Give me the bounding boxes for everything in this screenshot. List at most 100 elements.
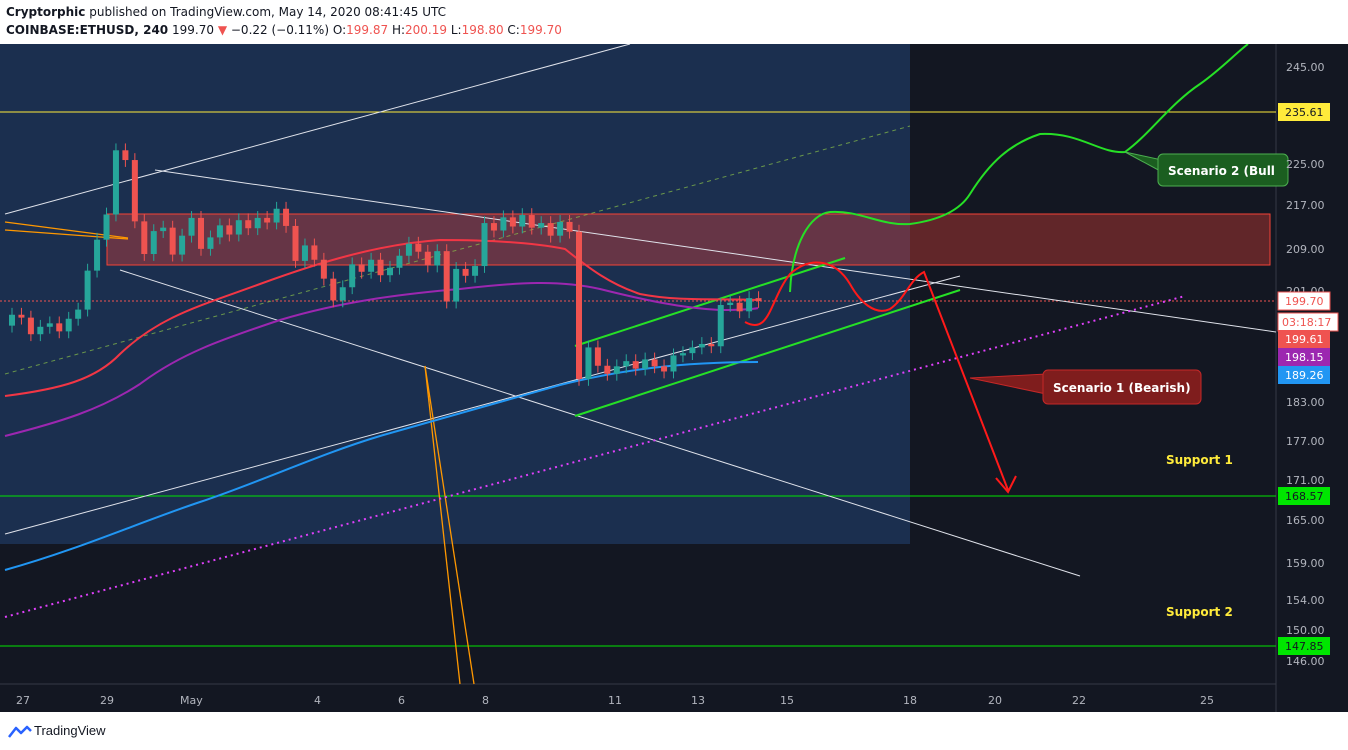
orange-fan-line-a[interactable] <box>424 365 461 685</box>
scenario-2-callout[interactable]: Scenario 2 (Bull <box>1124 151 1290 187</box>
candle-body[interactable] <box>736 302 743 312</box>
candle-body[interactable] <box>585 347 592 379</box>
candle-body[interactable] <box>576 231 582 379</box>
bearish-scenario-path[interactable] <box>744 261 1009 491</box>
candle-body[interactable] <box>188 217 195 236</box>
candle-body[interactable] <box>746 298 753 312</box>
candle-body[interactable] <box>490 223 497 231</box>
candle-body[interactable] <box>207 237 214 249</box>
candle-body[interactable] <box>594 347 601 366</box>
candle-body[interactable] <box>27 317 34 335</box>
candlestick-series[interactable] <box>9 143 762 386</box>
candle-body[interactable] <box>292 225 299 261</box>
candle-body[interactable] <box>131 160 138 222</box>
candle-body[interactable] <box>46 323 53 327</box>
candle-body[interactable] <box>122 150 129 161</box>
candle-body[interactable] <box>566 221 573 232</box>
green-channel-upper[interactable] <box>574 257 846 347</box>
tradingview-brand[interactable]: TradingView <box>34 723 106 738</box>
candle-body[interactable] <box>604 365 611 374</box>
candle-body[interactable] <box>538 223 545 228</box>
price-axis[interactable]: 245.00 225.00 217.00 209.00 201.00 183.0… <box>1286 61 1325 668</box>
candle-body[interactable] <box>179 235 186 255</box>
candle-body[interactable] <box>254 217 261 229</box>
candle-body[interactable] <box>472 266 479 276</box>
candle-body[interactable] <box>245 220 252 229</box>
candle-body[interactable] <box>301 245 308 261</box>
candle-body[interactable] <box>651 359 658 367</box>
candle-body[interactable] <box>689 347 696 354</box>
candle-body[interactable] <box>169 227 176 255</box>
candle-body[interactable] <box>235 220 242 235</box>
candle-body[interactable] <box>198 217 204 249</box>
candle-body[interactable] <box>283 208 290 226</box>
candle-body[interactable] <box>387 267 393 276</box>
candle-body[interactable] <box>396 255 403 268</box>
time-axis[interactable]: 27 29 May 4 6 8 11 13 15 18 20 22 25 <box>16 694 1214 707</box>
candle-body[interactable] <box>547 223 554 236</box>
candle-body[interactable] <box>443 251 450 302</box>
candle-body[interactable] <box>273 208 280 223</box>
candle-body[interactable] <box>358 264 365 272</box>
descending-trendline-upper[interactable] <box>154 169 1277 333</box>
candle-body[interactable] <box>65 318 72 332</box>
candle-body[interactable] <box>75 309 82 319</box>
candle-body[interactable] <box>679 353 686 356</box>
green-channel-lower[interactable] <box>574 289 961 417</box>
candle-body[interactable] <box>557 221 564 236</box>
candle-body[interactable] <box>9 314 15 326</box>
candle-body[interactable] <box>500 217 507 231</box>
candle-body[interactable] <box>727 302 734 306</box>
candle-body[interactable] <box>112 150 119 215</box>
resistance-zone[interactable] <box>106 213 1271 266</box>
candle-body[interactable] <box>339 287 346 301</box>
candle-body[interactable] <box>368 259 375 272</box>
orange-fan-line-b[interactable] <box>424 365 475 685</box>
candle-body[interactable] <box>755 298 762 301</box>
candle-body[interactable] <box>708 343 715 347</box>
candle-body[interactable] <box>661 366 668 372</box>
candle-body[interactable] <box>349 264 356 288</box>
candle-body[interactable] <box>103 214 110 240</box>
candle-body[interactable] <box>320 259 327 279</box>
candle-body[interactable] <box>216 225 223 238</box>
tradingview-logo-icon[interactable] <box>8 725 32 739</box>
candle-body[interactable] <box>264 217 271 223</box>
candle-body[interactable] <box>717 305 724 347</box>
channel-upper-line[interactable] <box>4 44 631 215</box>
candle-body[interactable] <box>226 225 233 235</box>
candle-body[interactable] <box>642 359 649 369</box>
candle-body[interactable] <box>434 251 441 266</box>
candle-body[interactable] <box>37 326 44 335</box>
bullish-scenario-path[interactable] <box>789 44 1249 293</box>
candle-body[interactable] <box>509 217 516 227</box>
candle-body[interactable] <box>462 268 469 276</box>
candle-body[interactable] <box>56 323 63 332</box>
channel-lower-line[interactable] <box>4 275 961 535</box>
candle-body[interactable] <box>94 239 101 271</box>
candle-body[interactable] <box>84 270 91 310</box>
candle-body[interactable] <box>377 259 384 276</box>
candle-body[interactable] <box>141 221 148 255</box>
candle-body[interactable] <box>698 343 705 348</box>
candle-body[interactable] <box>528 215 535 228</box>
candle-body[interactable] <box>519 215 526 227</box>
candle-body[interactable] <box>18 314 25 318</box>
candle-body[interactable] <box>330 278 337 301</box>
candle-body[interactable] <box>311 245 318 260</box>
candle-body[interactable] <box>405 243 412 256</box>
candle-body[interactable] <box>613 366 620 374</box>
candle-body[interactable] <box>415 243 422 252</box>
candle-body[interactable] <box>453 268 460 302</box>
scenario-1-callout[interactable]: Scenario 1 (Bearish) <box>969 369 1202 405</box>
candle-body[interactable] <box>623 361 630 367</box>
candle-body[interactable] <box>481 223 488 267</box>
candle-body[interactable] <box>424 251 431 266</box>
price-chart[interactable]: Scenario 2 (Bull Scenario 1 (Bearish) Su… <box>0 44 1348 712</box>
candle-body[interactable] <box>160 227 167 232</box>
candle-body[interactable] <box>150 231 157 255</box>
candle-body[interactable] <box>670 355 677 372</box>
candle-body[interactable] <box>632 361 639 369</box>
symbol-label[interactable]: COINBASE:ETHUSD, 240 <box>6 23 169 37</box>
author-name[interactable]: Cryptorphic <box>6 5 86 19</box>
